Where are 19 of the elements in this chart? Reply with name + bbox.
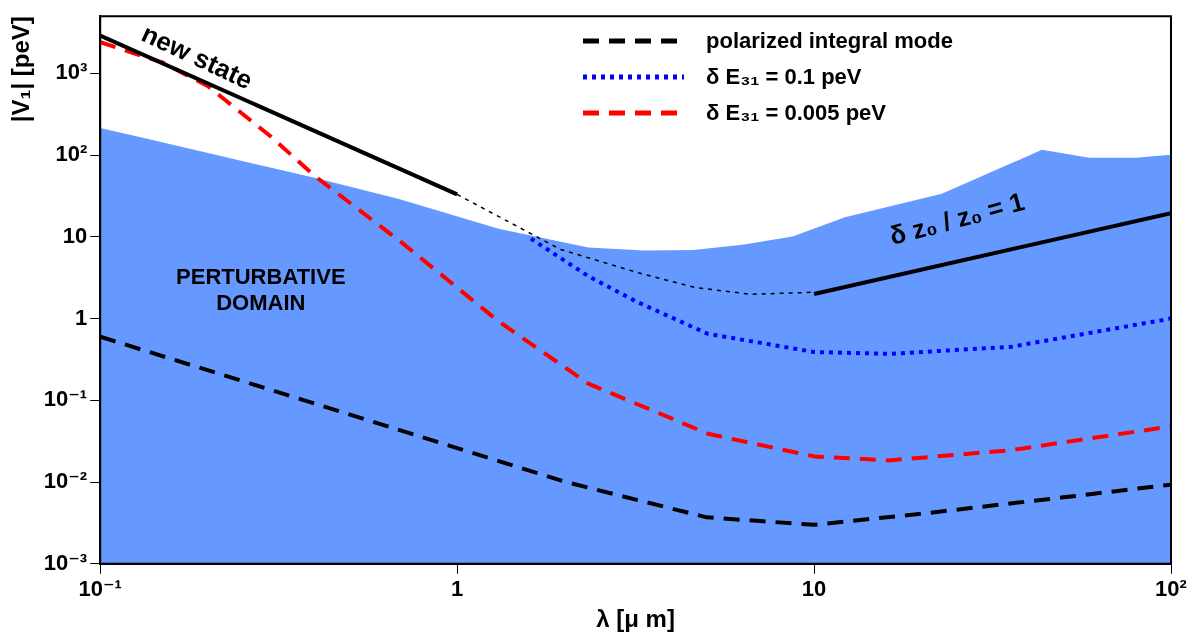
y-tick-label: 10³: [55, 59, 88, 85]
y-tick-label: 1: [74, 304, 88, 330]
y-axis-title: |V₁| [peV]: [7, 16, 35, 123]
x-tick-label: 10: [801, 576, 827, 602]
y-tick-label: 10⁻¹: [43, 386, 88, 412]
legend-label: δ E₃₁ = 0.005 peV: [706, 100, 886, 127]
annotation: δ z₀ / z₀ = 1: [886, 185, 1028, 252]
legend-label: δ E₃₁ = 0.1 peV: [706, 64, 862, 91]
x-tick-label: 10⁻¹: [78, 576, 122, 602]
y-tick-label: 10²: [55, 141, 88, 167]
x-axis-title: λ [μ m]: [596, 605, 675, 633]
annotation: PERTURBATIVE DOMAIN: [175, 264, 347, 316]
annotation: new state: [136, 18, 257, 97]
y-tick-label: 10: [62, 222, 88, 248]
y-tick-label: 10⁻³: [43, 549, 88, 575]
x-tick-label: 10²: [1155, 576, 1187, 602]
legend-label: polarized integral mode: [706, 28, 953, 55]
y-tick-label: 10⁻²: [43, 468, 88, 494]
x-tick-label: 1: [451, 576, 464, 602]
